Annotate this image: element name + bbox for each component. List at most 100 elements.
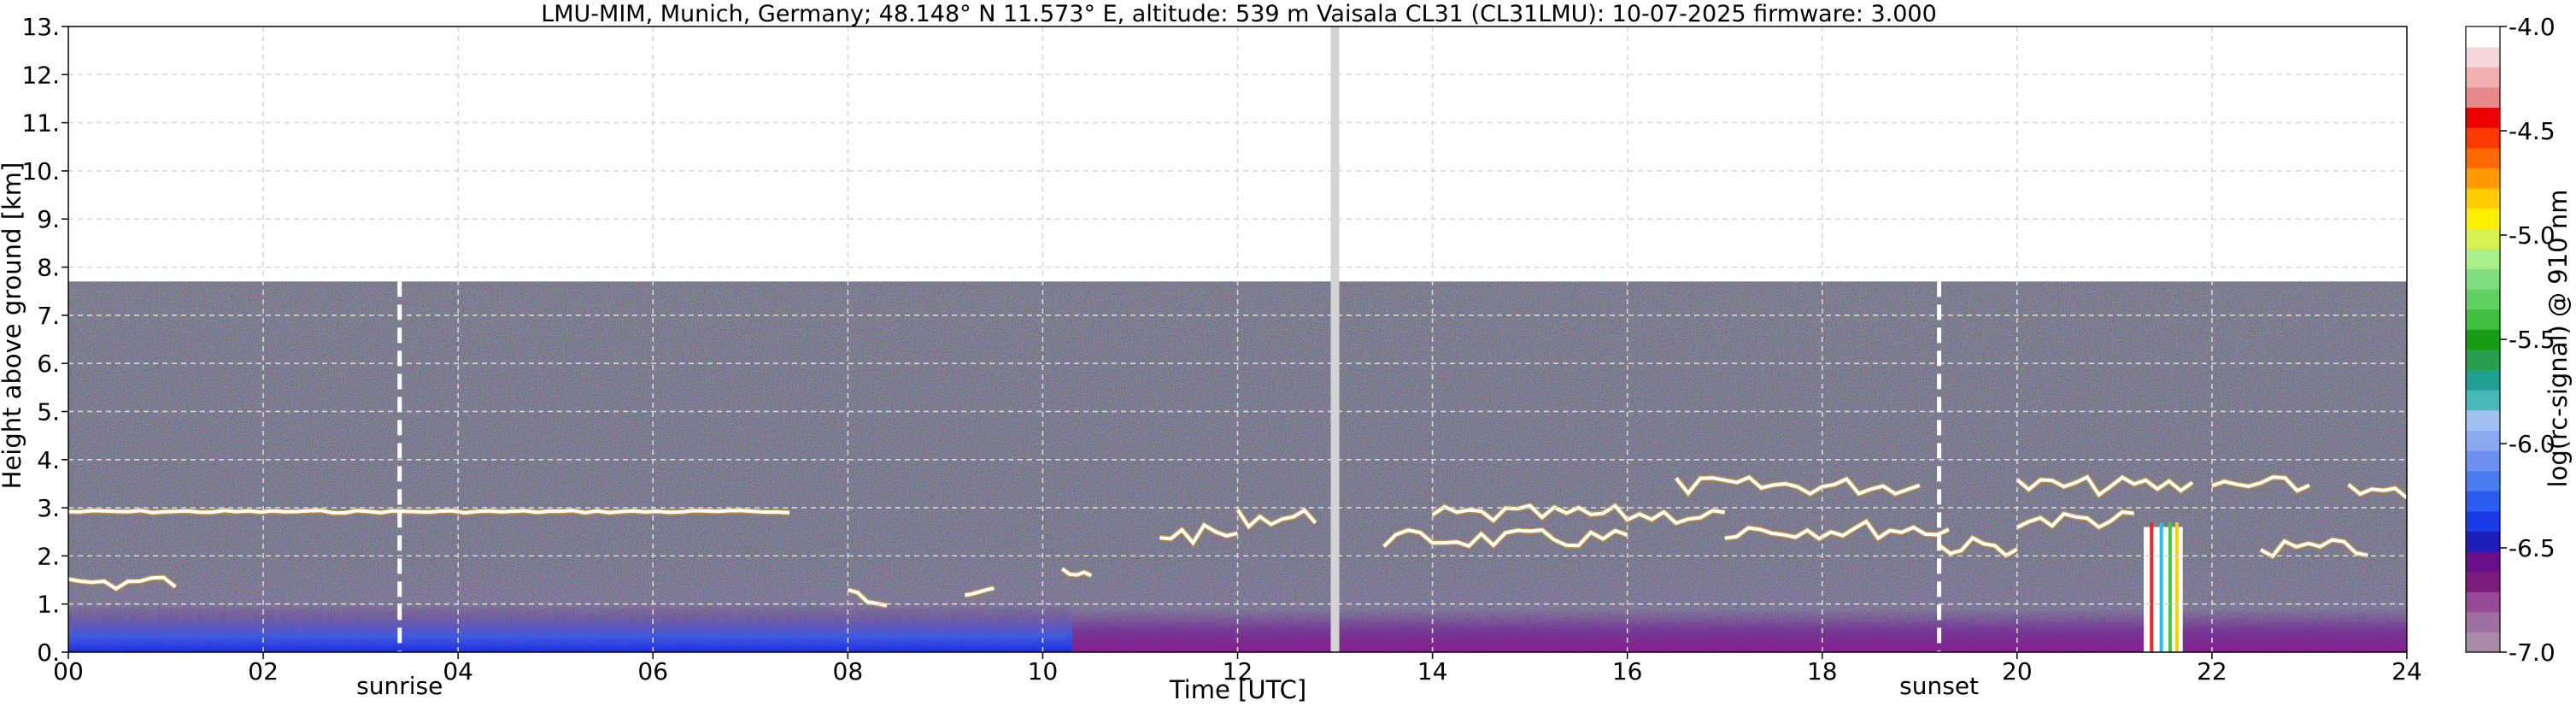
y-tick-label: 12. [21, 61, 60, 89]
colorbar-segment [2466, 611, 2500, 632]
colorbar-segment [2466, 491, 2500, 512]
colorbar-segment [2466, 369, 2500, 391]
colorbar-segment [2466, 187, 2500, 209]
x-tick-label: 16 [1612, 657, 1643, 685]
colorbar-segment [2466, 510, 2500, 532]
x-tick-label: 24 [2391, 657, 2422, 685]
colorbar-label: log(rc-signal) @ 910 nm [2544, 190, 2573, 488]
colorbar-segment [2466, 329, 2500, 350]
colorbar-segment [2466, 450, 2500, 472]
x-tick-label: 18 [1807, 657, 1838, 685]
x-tick-label: 10 [1028, 657, 1059, 685]
cloud-layer [68, 575, 177, 591]
x-tick-label: 22 [2197, 657, 2227, 685]
y-tick-label: 11. [21, 109, 60, 138]
y-tick-label: 9. [37, 205, 60, 233]
y-tick-label: 6. [37, 350, 60, 378]
colorbar-segment [2466, 470, 2500, 491]
colorbar-segment [2466, 86, 2500, 109]
cloud-layer [68, 509, 790, 515]
colorbar-segment [2466, 127, 2500, 149]
cloud-layer [964, 586, 995, 597]
colorbar-segment [2466, 430, 2500, 451]
x-axis-ticks: 00 02 04 06 08 10 12 14 16 18 20 22 24 [53, 652, 2422, 685]
colorbar-segment [2466, 26, 2500, 48]
colorbar-segment [2466, 228, 2500, 250]
colorbar-tick-label: -5.5 [2509, 326, 2555, 354]
boundary-layer-blue [68, 603, 1072, 652]
cloud-layer [2259, 538, 2368, 559]
y-axis-label: Height above ground [km] [0, 162, 26, 490]
x-tick-label: 04 [443, 657, 473, 685]
chart-title: LMU-MIM, Munich, Germany; 48.148° N 11.5… [541, 1, 1937, 27]
y-axis-ticks: 0. 1. 2. 3. 4. 5. 6. 7. 8. 9. 10. 11. 12. 13. [21, 13, 68, 667]
cloud-layer [1060, 567, 1093, 578]
colorbar-tick-label: -5.0 [2509, 221, 2555, 250]
cloud-layer [1938, 535, 2018, 558]
colorbar-segment [2466, 531, 2500, 552]
annotation-label: sunrise [356, 672, 443, 700]
cloud-layers [68, 473, 2407, 652]
colorbar-segment [2466, 107, 2500, 128]
cloud-layer [2347, 483, 2407, 499]
sun-lines [397, 281, 1942, 652]
y-tick-label: 7. [37, 302, 60, 330]
y-tick-label: 0. [37, 638, 60, 667]
colorbar-tick-label: -7.0 [2509, 638, 2555, 667]
annotation-label: sunset [1899, 672, 1979, 700]
cloud-layer [1235, 508, 1317, 530]
x-tick-label: 08 [833, 657, 864, 685]
colorbar-segment [2466, 550, 2500, 573]
x-tick-label: 06 [637, 657, 668, 685]
x-tick-label: 14 [1417, 657, 1448, 685]
colorbar-tick-label: -4.0 [2509, 13, 2555, 41]
cloud-layer [1159, 522, 1238, 546]
colorbar-segment [2466, 288, 2500, 310]
cloud-layer [2016, 474, 2194, 497]
colorbar-segment [2466, 349, 2500, 371]
grid-lines [68, 26, 2407, 652]
cloud-layer [1724, 519, 1950, 541]
colorbar-tick-label: -4.5 [2509, 117, 2555, 145]
y-tick-label: 4. [37, 446, 60, 474]
boundary-layer-magenta [1071, 609, 2407, 652]
colorbar-segment [2466, 309, 2500, 330]
colorbar-segment [2466, 46, 2500, 68]
cloud-layer [1431, 503, 1725, 526]
y-tick-label: 3. [37, 494, 60, 522]
data-gap-bar [1330, 26, 1340, 652]
colorbar-segment [2466, 147, 2500, 168]
y-tick-label: 13. [21, 13, 60, 41]
y-tick-label: 5. [37, 397, 60, 426]
colorbar-tick-label: -6.0 [2509, 430, 2555, 458]
cloud-layer [1382, 528, 1628, 549]
y-tick-label: 1. [37, 591, 60, 619]
colorbar-segment [2466, 591, 2500, 613]
colorbar-segment [2466, 571, 2500, 592]
backscatter-noise [68, 281, 2407, 652]
colorbar-segment [2466, 390, 2500, 411]
y-tick-label: 2. [37, 542, 60, 570]
x-tick-label: 00 [53, 657, 84, 685]
cloud-layer [2016, 509, 2134, 530]
colorbar-tick-label: -6.5 [2509, 534, 2555, 562]
plot-area [68, 26, 2407, 652]
colorbar-segment [2466, 208, 2500, 229]
colorbar-segment [2466, 67, 2500, 88]
colorbar-segment [2466, 632, 2500, 653]
colorbar-segment [2466, 168, 2500, 189]
colorbar-segment [2466, 409, 2500, 431]
x-axis-label: Time [UTC] [1169, 675, 1306, 704]
colorbar-segment [2466, 248, 2500, 269]
x-tick-label: 20 [2002, 657, 2033, 685]
colorbar-segment [2466, 268, 2500, 290]
y-tick-label: 8. [37, 254, 60, 282]
cloud-layer [2211, 475, 2310, 493]
y-tick-label: 10. [21, 157, 60, 185]
x-tick-label: 02 [248, 657, 279, 685]
cloud-layer [1675, 475, 1921, 497]
annotations: sunrise sunset [356, 672, 1979, 700]
colorbar: -4.0 -4.5 -5.0 -5.5 -6.0 -6.5 -7.0 [2465, 13, 2555, 667]
x-tick-label: 12 [1223, 657, 1253, 685]
